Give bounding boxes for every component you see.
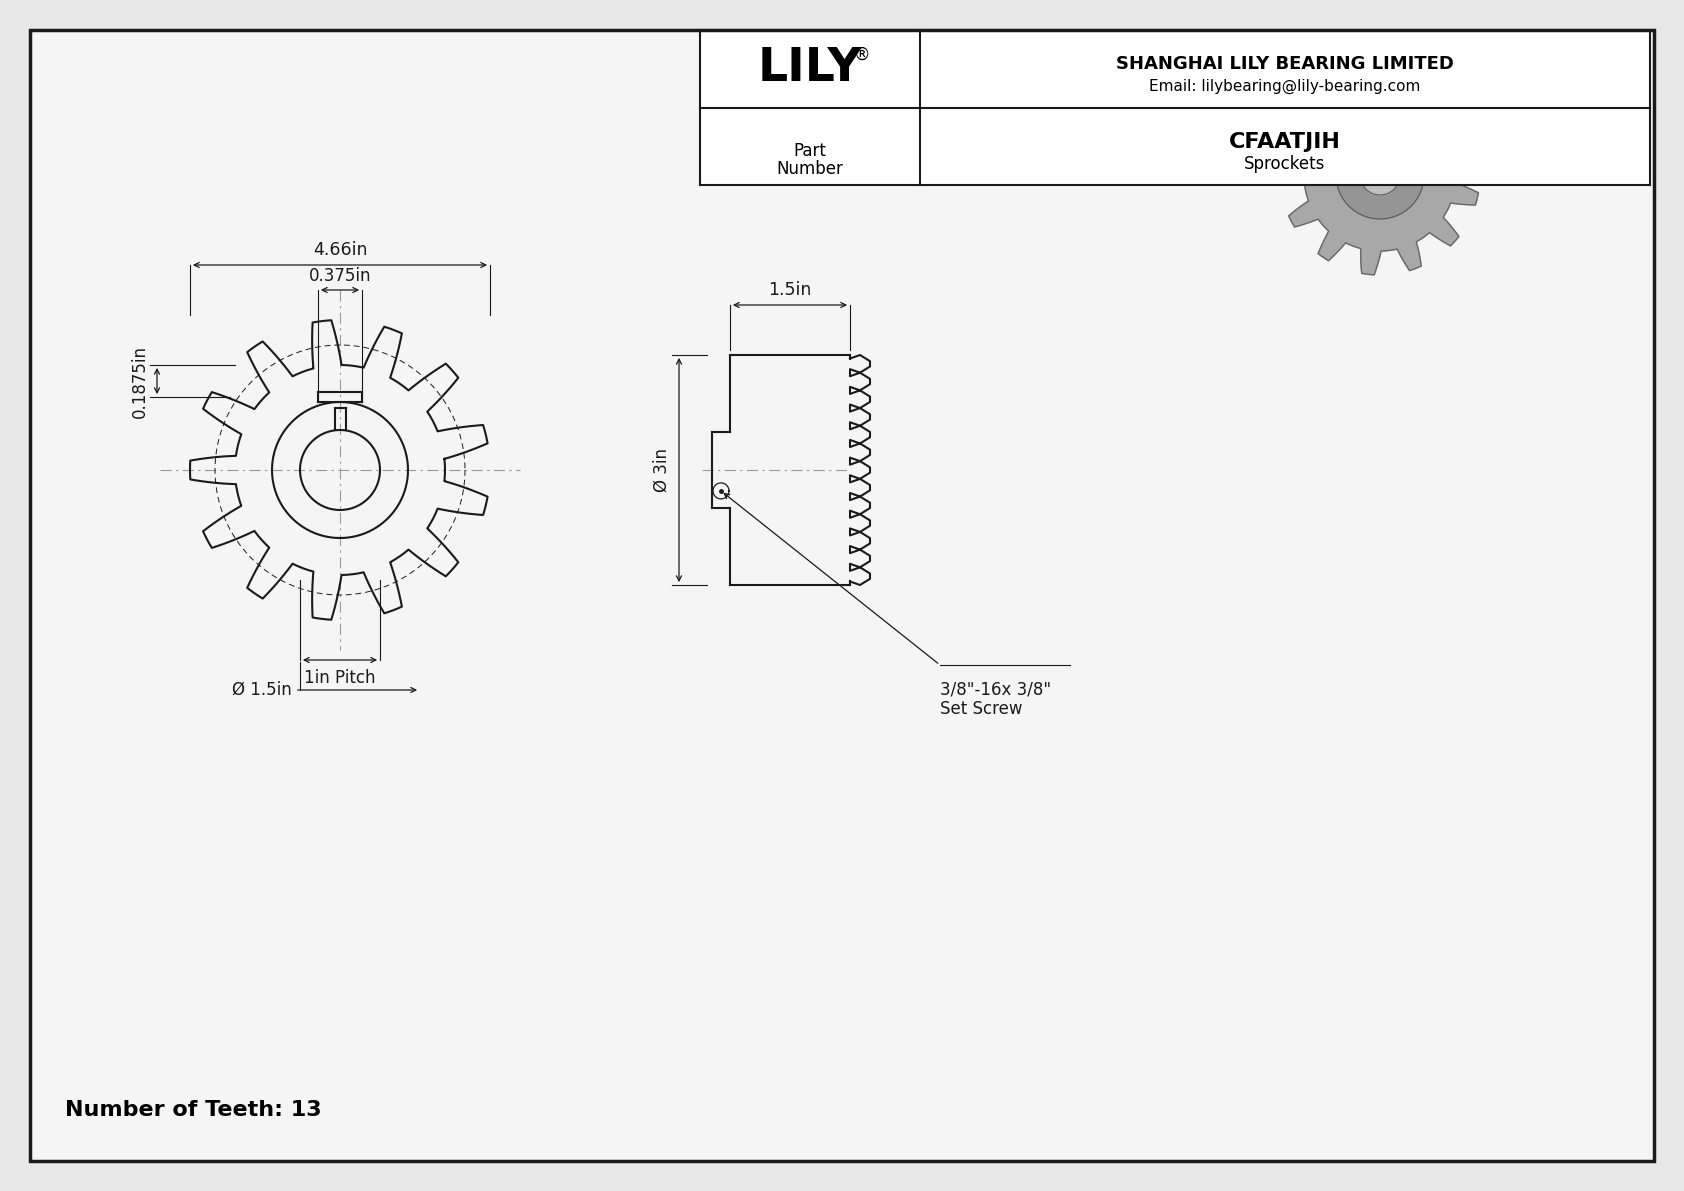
- Text: Part: Part: [793, 142, 827, 160]
- Text: Number: Number: [776, 160, 844, 177]
- Text: SHANGHAI LILY BEARING LIMITED: SHANGHAI LILY BEARING LIMITED: [1116, 55, 1453, 73]
- Circle shape: [1335, 131, 1425, 219]
- Circle shape: [1361, 155, 1399, 195]
- Text: LILY: LILY: [758, 46, 862, 92]
- Text: Set Screw: Set Screw: [940, 700, 1022, 718]
- Text: Ø 1.5in: Ø 1.5in: [232, 681, 291, 699]
- Text: ®: ®: [854, 45, 871, 64]
- Text: Email: lilybearing@lily-bearing.com: Email: lilybearing@lily-bearing.com: [1148, 79, 1421, 94]
- Text: 0.375in: 0.375in: [308, 267, 370, 285]
- Polygon shape: [1280, 75, 1479, 275]
- Text: 4.66in: 4.66in: [313, 241, 367, 258]
- Text: 1in Pitch: 1in Pitch: [305, 669, 376, 687]
- Text: Ø 3in: Ø 3in: [653, 448, 670, 492]
- Text: Sprockets: Sprockets: [1244, 155, 1325, 173]
- Text: CFAATJIH: CFAATJIH: [1229, 131, 1340, 151]
- Bar: [701, 30, 1650, 185]
- Text: 0.1875in: 0.1875in: [131, 344, 148, 418]
- Text: 3/8"-16x 3/8": 3/8"-16x 3/8": [940, 680, 1051, 698]
- Text: Number of Teeth: 13: Number of Teeth: 13: [66, 1100, 322, 1120]
- Text: 1.5in: 1.5in: [768, 281, 812, 299]
